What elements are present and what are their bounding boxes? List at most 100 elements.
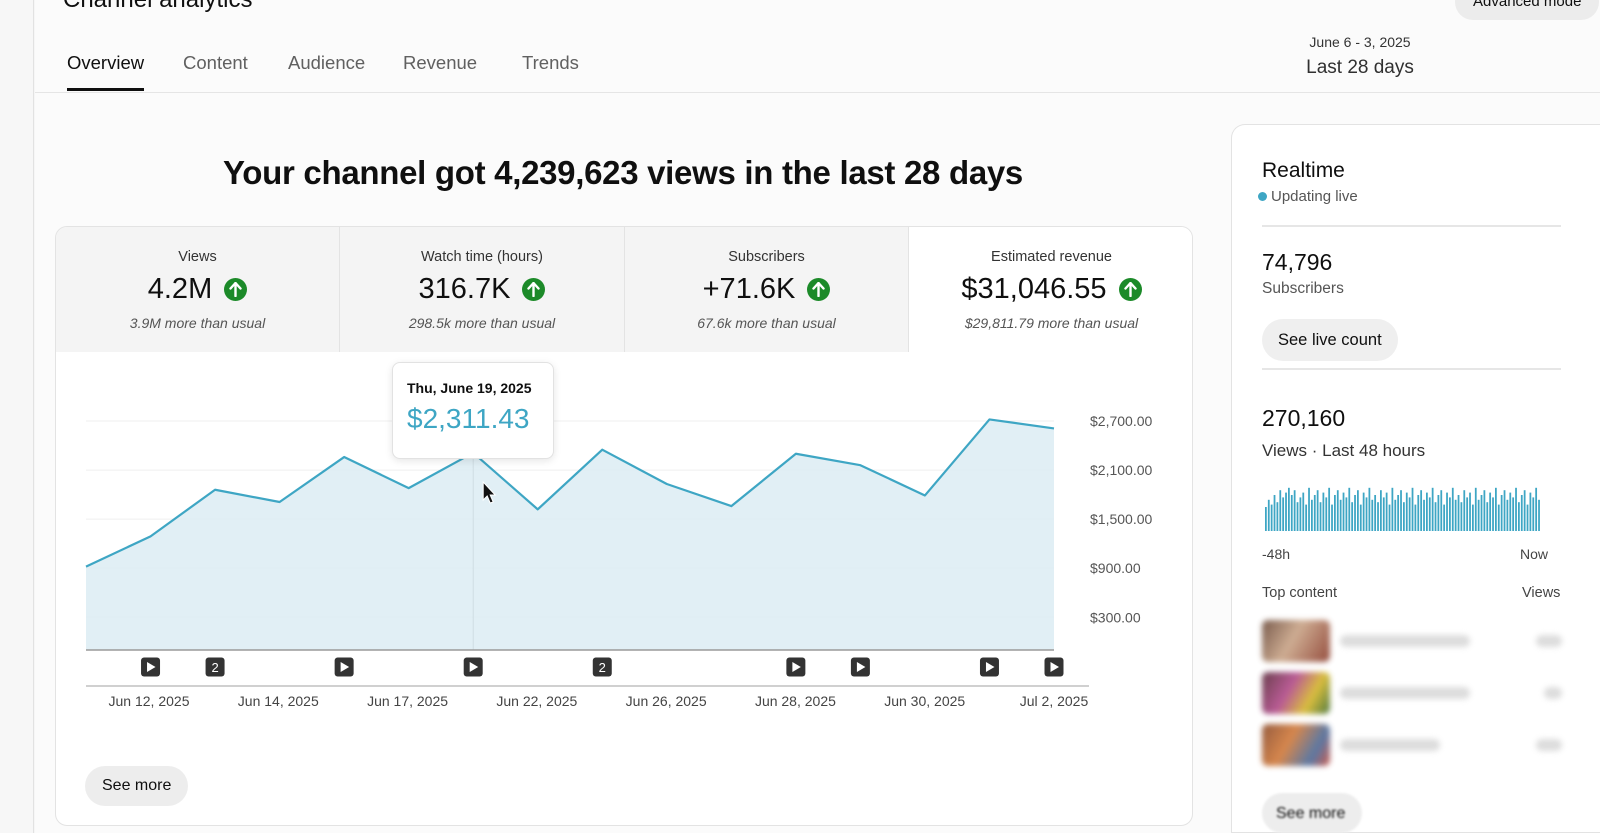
blurred-title: [1340, 635, 1470, 647]
realtime-bar: [1532, 497, 1534, 531]
realtime-bar: [1271, 505, 1273, 531]
realtime-bar: [1314, 495, 1316, 531]
date-range-selector[interactable]: Last 28 days: [1294, 57, 1426, 79]
see-more-button[interactable]: See more: [85, 766, 188, 806]
realtime-bar: [1509, 493, 1511, 531]
y-tick-label: $300.00: [1090, 609, 1141, 625]
realtime-bar: [1521, 495, 1523, 531]
realtime-see-more-button[interactable]: See more: [1262, 793, 1362, 833]
realtime-bar: [1389, 505, 1391, 531]
metric-label: Views: [56, 249, 339, 265]
see-live-count-button[interactable]: See live count: [1262, 319, 1398, 361]
realtime-bar: [1458, 495, 1460, 531]
realtime-bar: [1374, 495, 1376, 531]
top-content-item[interactable]: [1262, 724, 1562, 766]
realtime-bar: [1323, 493, 1325, 531]
realtime-bar: [1492, 497, 1494, 531]
realtime-panel: Realtime Updating live 74,796 Subscriber…: [1231, 124, 1600, 833]
tab-overview[interactable]: Overview: [67, 52, 144, 91]
realtime-bar: [1515, 488, 1517, 531]
arrow-up-icon: [807, 278, 830, 301]
live-dot-icon: [1258, 192, 1267, 201]
x-tick-label: Jul 2, 2025: [1020, 693, 1089, 709]
top-content-label: Top content: [1262, 585, 1337, 601]
realtime-bar: [1354, 495, 1356, 531]
realtime-see-more-label: See more: [1276, 805, 1345, 823]
top-content-item[interactable]: [1262, 672, 1562, 714]
x-tick-label: Jun 17, 2025: [367, 693, 448, 709]
metric-label: Subscribers: [625, 249, 908, 265]
page-title: Channel analytics: [63, 0, 252, 14]
summary-headline: Your channel got 4,239,623 views in the …: [55, 154, 1191, 192]
x-tick-label: Jun 26, 2025: [626, 693, 707, 709]
metric-label: Watch time (hours): [340, 249, 624, 265]
metric-tab-watch-time[interactable]: Watch time (hours) 316.7K 298.5k more th…: [340, 227, 625, 352]
y-tick-label: $2,100.00: [1090, 462, 1152, 478]
realtime-bar: [1334, 495, 1336, 531]
metric-tab-estimated-revenue[interactable]: Estimated revenue $31,046.55 $29,811.79 …: [909, 227, 1193, 352]
realtime-bar: [1426, 493, 1428, 531]
realtime-bar: [1495, 488, 1497, 531]
realtime-bar: [1518, 502, 1520, 531]
realtime-bar: [1265, 507, 1267, 531]
realtime-bar: [1530, 493, 1532, 531]
realtime-bar: [1288, 488, 1290, 531]
realtime-bar-chart[interactable]: [1265, 483, 1541, 531]
metric-comparison: 298.5k more than usual: [340, 315, 624, 331]
top-content-item[interactable]: [1262, 620, 1562, 662]
realtime-bar: [1320, 502, 1322, 531]
realtime-bar: [1461, 502, 1463, 531]
realtime-bar: [1297, 502, 1299, 531]
date-range-dates[interactable]: June 6 - 3, 2025: [1294, 34, 1426, 50]
realtime-bar: [1478, 500, 1480, 531]
realtime-bar: [1481, 495, 1483, 531]
realtime-bar: [1351, 502, 1353, 531]
realtime-bar: [1371, 500, 1373, 531]
metric-value: $31,046.55: [961, 273, 1106, 306]
realtime-bar: [1524, 490, 1526, 531]
realtime-bar: [1311, 500, 1313, 531]
blurred-views: [1544, 687, 1562, 699]
advanced-mode-button[interactable]: Advanced mode: [1455, 0, 1599, 20]
realtime-bar: [1337, 490, 1339, 531]
realtime-bar: [1386, 493, 1388, 531]
video-thumbnail: [1262, 724, 1330, 766]
tooltip-date: Thu, June 19, 2025: [407, 380, 532, 396]
metric-tab-views[interactable]: Views 4.2M 3.9M more than usual: [56, 227, 340, 352]
realtime-bar: [1380, 490, 1382, 531]
realtime-bar: [1449, 497, 1451, 531]
x-tick-label: Jun 14, 2025: [238, 693, 319, 709]
y-tick-label: $2,700.00: [1090, 413, 1152, 429]
area-fill: [86, 419, 1054, 650]
realtime-bar: [1340, 500, 1342, 531]
video-thumbnail: [1262, 620, 1330, 662]
realtime-bar: [1274, 495, 1276, 531]
realtime-bar: [1394, 500, 1396, 531]
realtime-bar: [1429, 497, 1431, 531]
updating-live-status: Updating live: [1258, 188, 1358, 205]
header-divider: [35, 92, 1600, 93]
metric-value: +71.6K: [703, 273, 796, 306]
spark-axis-end: Now: [1520, 546, 1548, 562]
realtime-bar: [1443, 505, 1445, 531]
subscriber-count: 74,796: [1262, 249, 1332, 276]
realtime-bar: [1475, 488, 1477, 531]
realtime-bar: [1277, 502, 1279, 531]
realtime-bar: [1423, 500, 1425, 531]
revenue-chart[interactable]: $2,700.00 $2,100.00 $1,500.00 $900.00 $300.0…: [56, 352, 1193, 826]
tab-audience[interactable]: Audience: [288, 52, 365, 88]
realtime-bar: [1363, 493, 1365, 531]
tab-trends[interactable]: Trends: [522, 52, 579, 88]
revenue-chart-svg[interactable]: $2,700.00 $2,100.00 $1,500.00 $900.00 $300.0…: [56, 352, 1193, 826]
realtime-bar: [1469, 493, 1471, 531]
realtime-bar: [1406, 493, 1408, 531]
metric-tab-subscribers[interactable]: Subscribers +71.6K 67.6k more than usual: [625, 227, 909, 352]
metric-value: 316.7K: [419, 273, 511, 306]
tab-revenue[interactable]: Revenue: [403, 52, 477, 88]
realtime-bar: [1308, 488, 1310, 531]
realtime-bar: [1285, 493, 1287, 531]
tab-content[interactable]: Content: [183, 52, 248, 88]
views-48h-label: Views · Last 48 hours: [1262, 441, 1425, 461]
realtime-bar: [1466, 497, 1468, 531]
y-tick-label: $1,500.00: [1090, 511, 1152, 527]
